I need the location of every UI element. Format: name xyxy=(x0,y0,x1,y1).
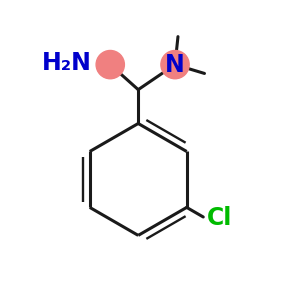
Circle shape xyxy=(161,50,189,79)
Text: Cl: Cl xyxy=(207,206,232,230)
Text: H₂N: H₂N xyxy=(42,51,92,75)
Circle shape xyxy=(96,50,124,79)
Text: N: N xyxy=(165,52,185,76)
